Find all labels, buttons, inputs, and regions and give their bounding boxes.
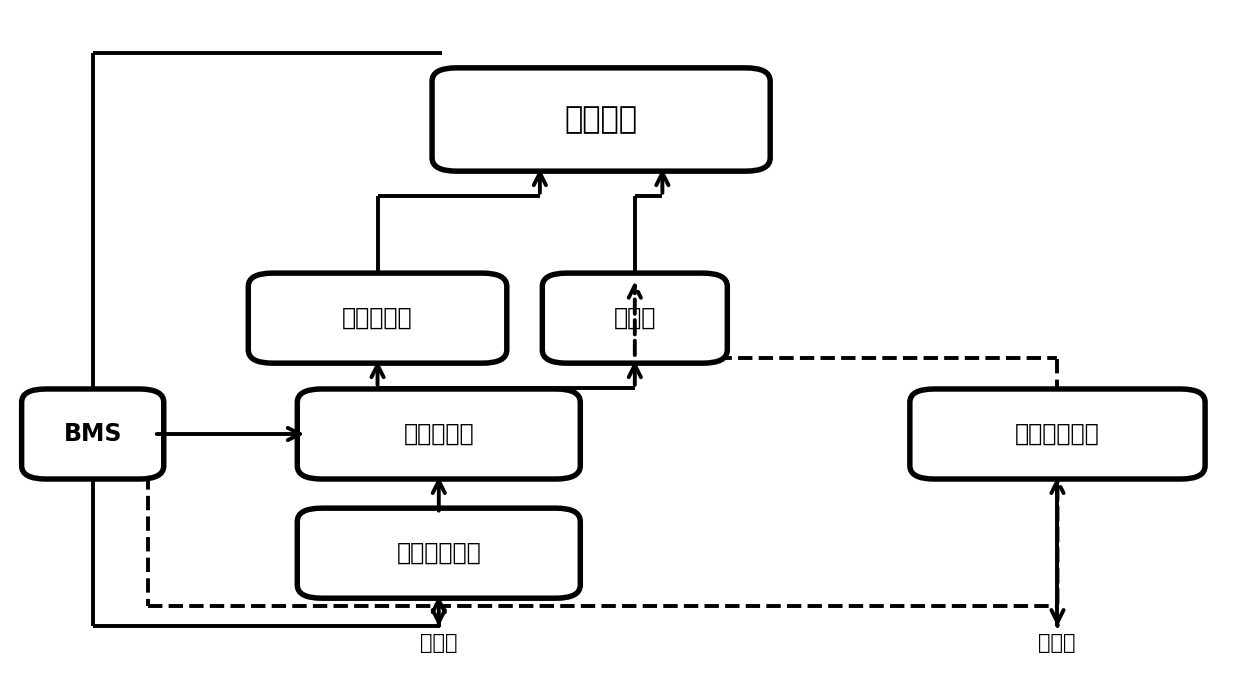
Text: 流量分配器: 流量分配器 — [404, 422, 475, 446]
Text: 电池系统: 电池系统 — [565, 105, 638, 134]
FancyBboxPatch shape — [432, 68, 771, 171]
FancyBboxPatch shape — [909, 389, 1206, 479]
FancyBboxPatch shape — [297, 389, 580, 479]
FancyBboxPatch shape — [543, 273, 727, 363]
Text: 入水口流量阀: 入水口流量阀 — [396, 541, 481, 565]
Text: 热管冷却端: 热管冷却端 — [342, 306, 413, 330]
Text: 出水口: 出水口 — [1038, 633, 1075, 652]
FancyBboxPatch shape — [297, 508, 580, 598]
Text: 出水口流量阀: 出水口流量阀 — [1015, 422, 1100, 446]
FancyBboxPatch shape — [21, 389, 164, 479]
Text: 液冷板: 液冷板 — [613, 306, 655, 330]
Text: BMS: BMS — [63, 422, 121, 446]
Text: 入水口: 入水口 — [420, 633, 457, 652]
FancyBboxPatch shape — [248, 273, 507, 363]
